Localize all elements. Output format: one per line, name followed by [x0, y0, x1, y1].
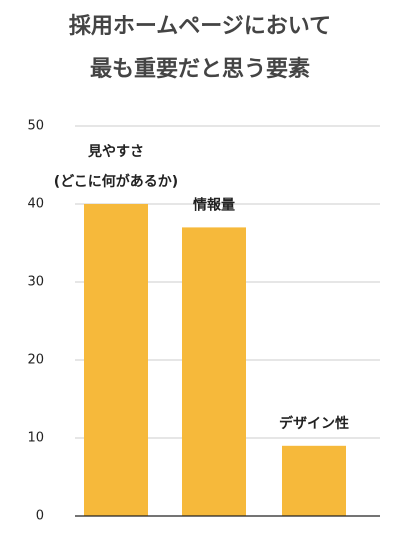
chart-title: 最も重要だと思う要素 — [90, 56, 310, 82]
y-tick-label: 50 — [27, 119, 44, 134]
y-tick-label: 20 — [27, 353, 44, 368]
category-label: デザイン性 — [279, 415, 349, 432]
y-tick-label: 40 — [27, 197, 44, 212]
y-tick-label: 10 — [27, 431, 44, 446]
category-label: 見やすさ — [87, 144, 144, 160]
category-label: (どこに何があるか) — [54, 173, 178, 190]
bar — [282, 445, 346, 516]
bar — [182, 227, 246, 516]
y-tick-label: 30 — [27, 275, 44, 290]
chart-title: 採用ホームページにおいて — [69, 14, 331, 39]
y-tick-label: 0 — [36, 509, 44, 524]
bar — [84, 204, 148, 516]
category-label: 情報量 — [193, 196, 235, 213]
